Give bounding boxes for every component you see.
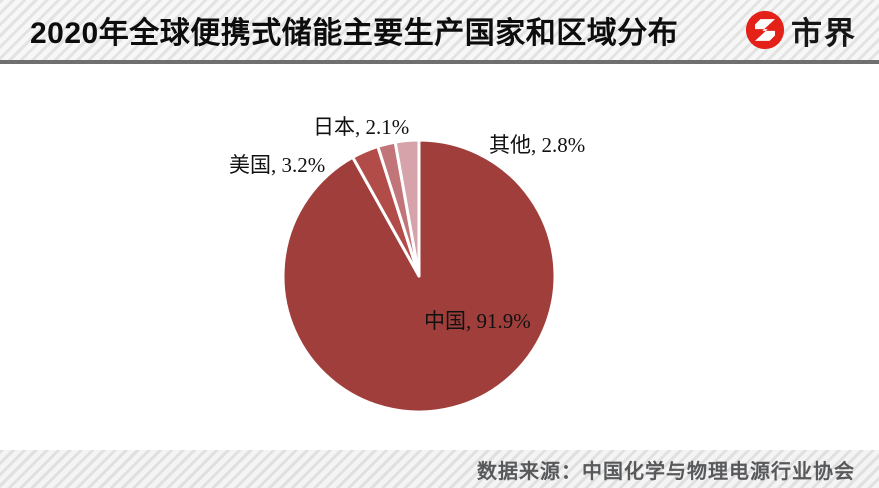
page-title: 2020年全球便携式储能主要生产国家和区域分布 — [30, 17, 679, 50]
data-source-text: 数据来源：中国化学与物理电源行业协会 — [477, 460, 855, 483]
chart-area: 美国, 3.2% 日本, 2.1% 其他, 2.8% 中国, 91.9% — [0, 64, 879, 450]
pie-label-china: 中国, 91.9% — [424, 309, 531, 333]
header-banner: 2020年全球便携式储能主要生产国家和区域分布 市界 — [0, 0, 879, 64]
pie-label-other: 其他, 2.8% — [489, 133, 586, 157]
pie-label-japan: 日本, 2.1% — [313, 115, 410, 139]
pie-slice-其他 — [393, 138, 421, 278]
pie-chart — [281, 138, 557, 414]
pie-label-usa: 美国, 3.2% — [229, 153, 326, 177]
shijie-logo: 市界 — [745, 8, 879, 53]
shijie-logo-icon — [745, 10, 785, 50]
source-bar: 数据来源：中国化学与物理电源行业协会 — [0, 450, 879, 488]
shijie-logo-text: 市界 — [791, 15, 857, 51]
